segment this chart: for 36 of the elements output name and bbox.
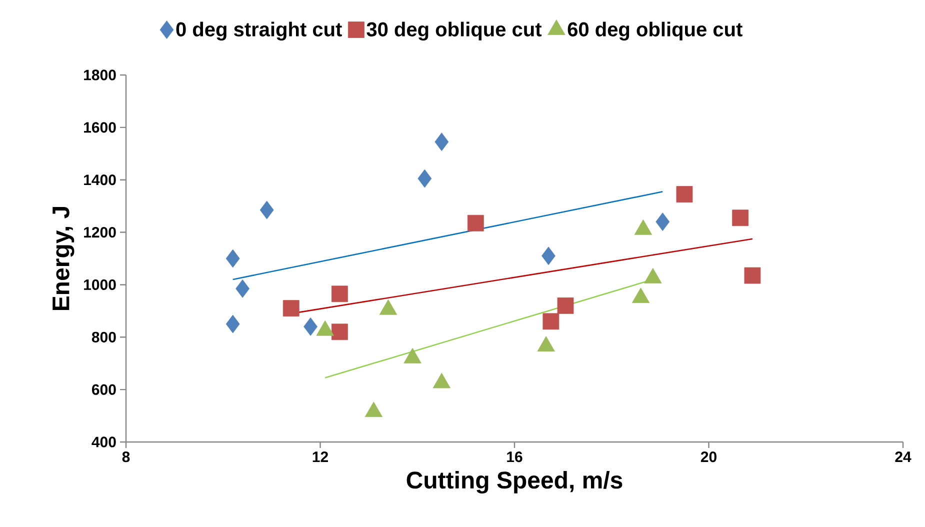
point (744, 267, 761, 284)
point (557, 297, 574, 314)
legend-label: 30 deg oblique cut (366, 22, 542, 40)
x-tick-label: 20 (700, 452, 716, 462)
point (656, 212, 670, 231)
point (732, 210, 749, 226)
point (542, 313, 560, 330)
y-tick-label: 1400 (84, 174, 116, 186)
x-tick-label: 12 (312, 452, 328, 462)
y-tick-label: 1800 (84, 70, 116, 80)
y-tick-label: 1600 (84, 122, 116, 133)
point (434, 132, 449, 152)
point (226, 314, 240, 334)
x-axis-title: Cutting Speed, m/s (406, 471, 622, 494)
point (676, 186, 693, 202)
point (418, 169, 432, 188)
y-tick-label: 1200 (84, 226, 116, 238)
y-tick-label: 1000 (84, 279, 116, 290)
point (236, 279, 250, 298)
y-axis-title: Energy, J (52, 207, 74, 310)
point (331, 324, 348, 340)
legend-label: 60 deg oblique cut (568, 22, 742, 40)
x-tick-label: 8 (122, 452, 130, 462)
point (282, 300, 300, 317)
point (331, 286, 348, 302)
x-tick-label: 16 (507, 452, 522, 462)
point (542, 246, 556, 266)
point (260, 200, 274, 220)
y-tick-label: 600 (92, 384, 116, 395)
point (467, 214, 484, 232)
y-tick-label: 800 (92, 332, 116, 342)
y-tick-label: 400 (92, 436, 116, 448)
point (304, 317, 318, 336)
x-tick-label: 24 (895, 452, 912, 462)
legend-label: 0 deg straight cut (176, 22, 342, 40)
point (226, 249, 240, 268)
